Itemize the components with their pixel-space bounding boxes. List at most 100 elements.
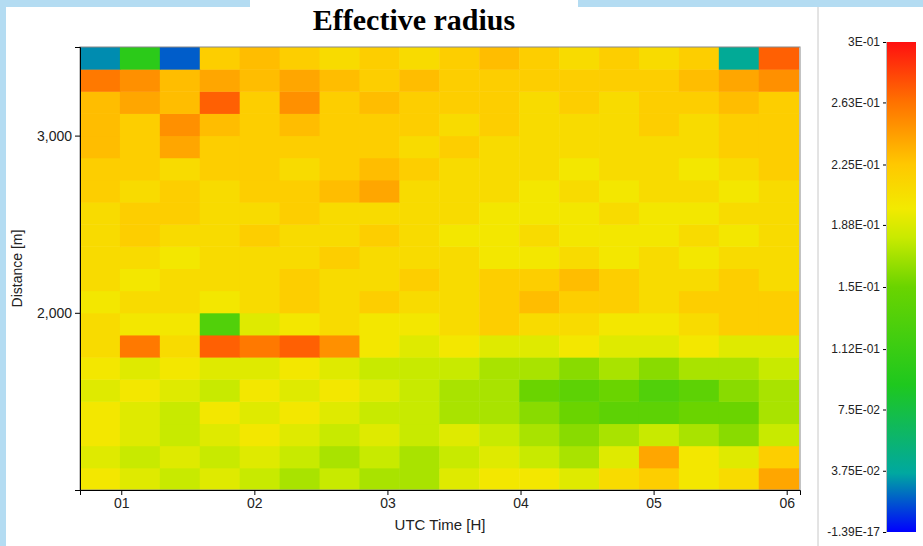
- cell: [240, 246, 280, 269]
- cell: [80, 113, 120, 136]
- cell: [120, 69, 160, 92]
- cell: [240, 468, 280, 490]
- cell: [160, 468, 200, 490]
- cell: [719, 202, 759, 225]
- cell: [160, 335, 200, 358]
- cell: [399, 335, 439, 358]
- cells: [80, 47, 799, 490]
- cell: [359, 136, 399, 159]
- cell: [280, 180, 320, 203]
- cell: [200, 180, 240, 203]
- cell: [80, 335, 120, 358]
- cell: [240, 224, 280, 247]
- cell: [320, 246, 360, 269]
- cell: [639, 313, 679, 336]
- cell: [439, 180, 479, 203]
- cell: [200, 446, 240, 469]
- x-tick-label: 06: [779, 495, 795, 511]
- cell: [200, 202, 240, 225]
- cell: [160, 446, 200, 469]
- cell: [320, 357, 360, 380]
- cell: [759, 468, 799, 490]
- cell: [160, 357, 200, 380]
- cell: [759, 246, 799, 269]
- cell: [679, 468, 719, 490]
- y-tick-label: 3,000: [37, 128, 72, 144]
- cell: [359, 468, 399, 490]
- x-tick: 05: [646, 490, 662, 511]
- cell: [599, 424, 639, 447]
- cell: [719, 424, 759, 447]
- x-axis-line: [81, 491, 801, 496]
- cell: [280, 446, 320, 469]
- cell: [160, 180, 200, 203]
- cell: [559, 269, 599, 292]
- title-box: [250, 0, 578, 38]
- cell: [80, 269, 120, 292]
- cell: [439, 335, 479, 358]
- y-tick-mark: [75, 313, 80, 314]
- cell: [280, 379, 320, 402]
- cell: [399, 246, 439, 269]
- cell: [160, 224, 200, 247]
- cell: [80, 424, 120, 447]
- cell: [200, 47, 240, 70]
- cell: [120, 379, 160, 402]
- y-tick: 3,000: [37, 128, 80, 144]
- x-tick-label: 01: [114, 495, 130, 511]
- cell: [599, 313, 639, 336]
- cell: [559, 224, 599, 247]
- cell: [200, 158, 240, 181]
- cell: [639, 246, 679, 269]
- x-tick-label: 05: [646, 495, 662, 511]
- cell: [200, 69, 240, 92]
- cell: [399, 357, 439, 380]
- cell: [759, 291, 799, 314]
- cell: [359, 246, 399, 269]
- cell: [759, 136, 799, 159]
- cell: [719, 269, 759, 292]
- cell: [359, 401, 399, 424]
- cell: [519, 424, 559, 447]
- cell: [679, 357, 719, 380]
- cell: [439, 136, 479, 159]
- frame-left: [0, 0, 6, 546]
- cell: [719, 69, 759, 92]
- cell: [439, 69, 479, 92]
- cell: [479, 180, 519, 203]
- cell: [280, 357, 320, 380]
- cell: [120, 468, 160, 490]
- cell: [639, 335, 679, 358]
- cell: [719, 379, 759, 402]
- cell: [679, 180, 719, 203]
- cell: [479, 446, 519, 469]
- cell: [519, 113, 559, 136]
- cell: [320, 401, 360, 424]
- colorbar-tick-label: 3E-01: [848, 35, 880, 49]
- cell: [320, 224, 360, 247]
- cell: [160, 69, 200, 92]
- x-axis: 010203040506: [81, 490, 801, 511]
- cell: [240, 269, 280, 292]
- cell: [599, 69, 639, 92]
- cell: [559, 202, 599, 225]
- cell: [120, 424, 160, 447]
- cell: [639, 446, 679, 469]
- cell: [519, 269, 559, 292]
- cell: [479, 47, 519, 70]
- cell: [359, 291, 399, 314]
- cell: [439, 91, 479, 114]
- cell: [320, 158, 360, 181]
- cell: [439, 202, 479, 225]
- cell: [399, 91, 439, 114]
- cell: [599, 468, 639, 490]
- cell: [320, 335, 360, 358]
- cell: [160, 136, 200, 159]
- cell: [439, 224, 479, 247]
- cell: [240, 158, 280, 181]
- cell: [639, 91, 679, 114]
- cell: [280, 246, 320, 269]
- cell: [240, 379, 280, 402]
- cell: [280, 424, 320, 447]
- cell: [559, 446, 599, 469]
